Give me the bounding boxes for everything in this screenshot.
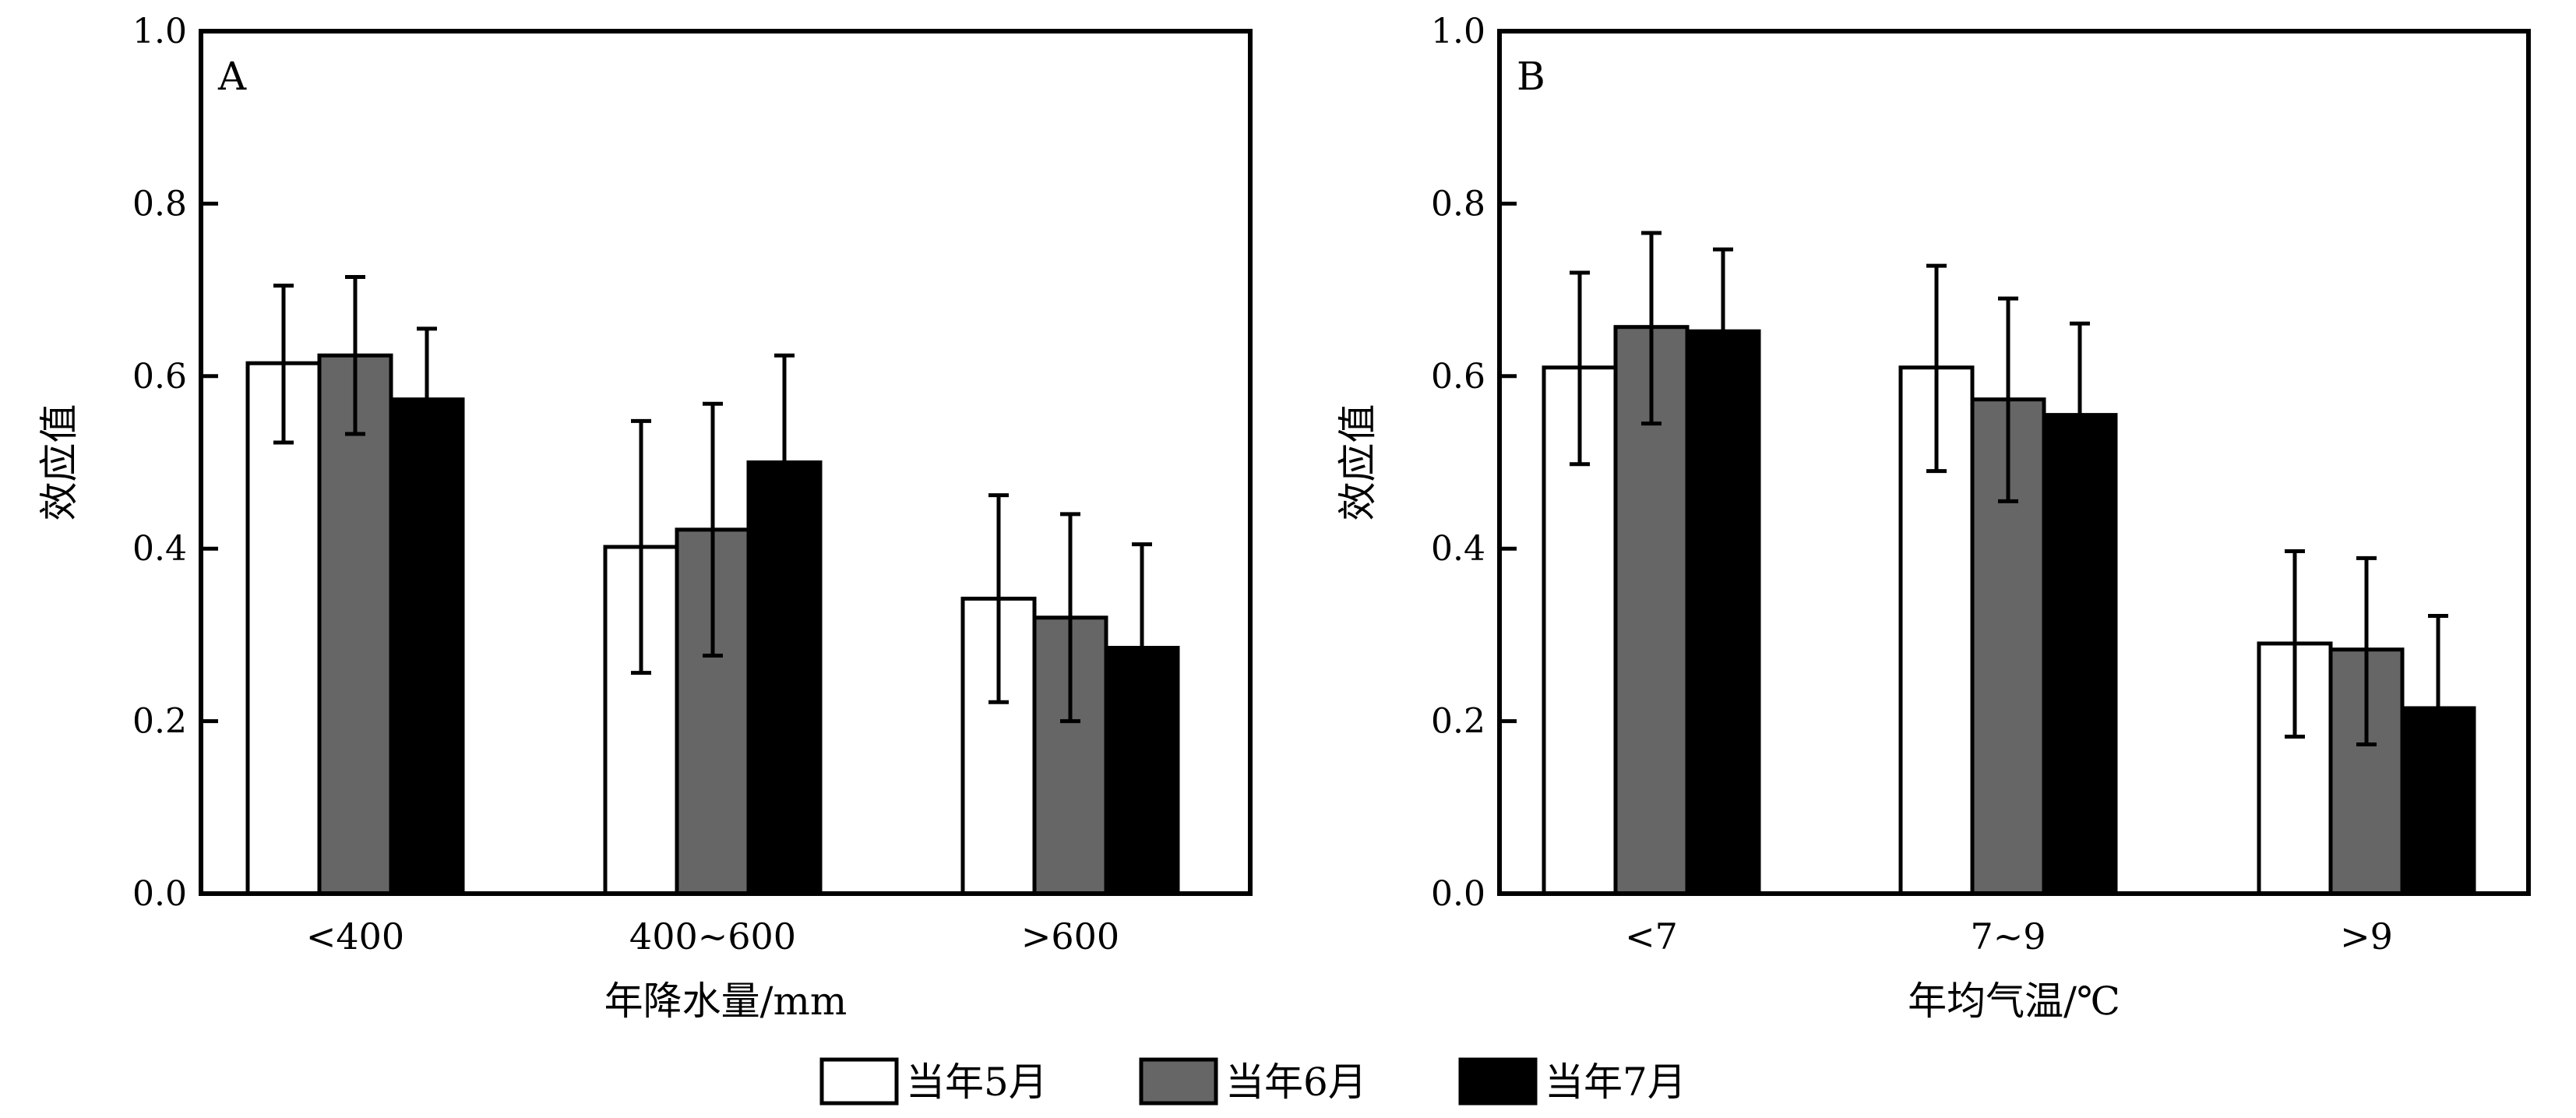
plot-frame	[199, 29, 1253, 896]
legend-label: 当年7月	[1545, 1060, 1686, 1105]
y-tick-label: 0.6	[132, 357, 187, 397]
panels: 0.0 0.2 0.4 0.6 0.8 1.0 <400 400~600 >600 A 年降水量/m…	[37, 12, 2531, 1024]
panel-letter: B	[1517, 54, 1545, 99]
x-category-label: >600	[1021, 915, 1119, 958]
x-category-label: <7	[1625, 915, 1678, 958]
panel-b: 0.0 0.2 0.4 0.6 0.8 1.0 <7 7~9 >9 B 年均气温/℃ 效应值	[1335, 12, 2531, 1024]
plot-frame	[1497, 29, 2531, 896]
x-category-label: 400~600	[629, 915, 796, 958]
x-category-label: >9	[2340, 915, 2393, 958]
bar-5month-cat0	[245, 361, 322, 896]
legend-item: 当年7月	[1458, 1057, 1686, 1106]
bar-7month-cat1	[746, 460, 823, 896]
legend: 当年5月 当年6月 当年7月	[819, 1057, 1686, 1106]
legend-item: 当年6月	[1139, 1057, 1367, 1106]
panel-a: 0.0 0.2 0.4 0.6 0.8 1.0 <400 400~600 >600 A 年降水量/m…	[37, 12, 1253, 1024]
bar-7month-cat2	[1104, 646, 1180, 896]
y-tick-label: 0.2	[132, 702, 187, 742]
bar-7month-cat0	[389, 397, 465, 896]
y-tick-label: 0.4	[1431, 529, 1485, 569]
y-tick-label: 0.6	[1431, 357, 1485, 397]
legend-label: 当年6月	[1225, 1060, 1367, 1105]
panel-letter: A	[217, 54, 247, 99]
bar-7month-cat0	[1685, 329, 1761, 896]
y-axis-title: 效应值	[1335, 404, 1380, 521]
y-axis-title: 效应值	[37, 404, 82, 521]
bar-7month-cat1	[2042, 413, 2118, 896]
legend-item: 当年5月	[819, 1057, 1048, 1106]
x-category-label: 7~9	[1970, 915, 2046, 958]
y-tick-label: 1.0	[132, 12, 187, 51]
y-tick-label: 0.8	[1431, 184, 1485, 224]
x-category-label: <400	[306, 915, 404, 958]
y-tick-label: 0.8	[132, 184, 187, 224]
x-axis-title: 年降水量/mm	[604, 979, 848, 1024]
bar-7month-cat2	[2400, 706, 2476, 896]
bar-6month-cat0	[317, 353, 393, 896]
y-tick-label: 0.0	[132, 874, 187, 914]
legend-label: 当年5月	[906, 1060, 1048, 1105]
y-tick-label: 0.0	[1431, 874, 1485, 914]
y-tick-label: 0.2	[1431, 702, 1485, 742]
y-tick-label: 0.4	[132, 529, 187, 569]
y-tick-label: 1.0	[1431, 12, 1485, 51]
legend-swatch	[819, 1057, 899, 1106]
x-axis-title: 年均气温/℃	[1908, 979, 2120, 1024]
legend-swatch	[1139, 1057, 1218, 1106]
legend-swatch	[1458, 1057, 1538, 1106]
